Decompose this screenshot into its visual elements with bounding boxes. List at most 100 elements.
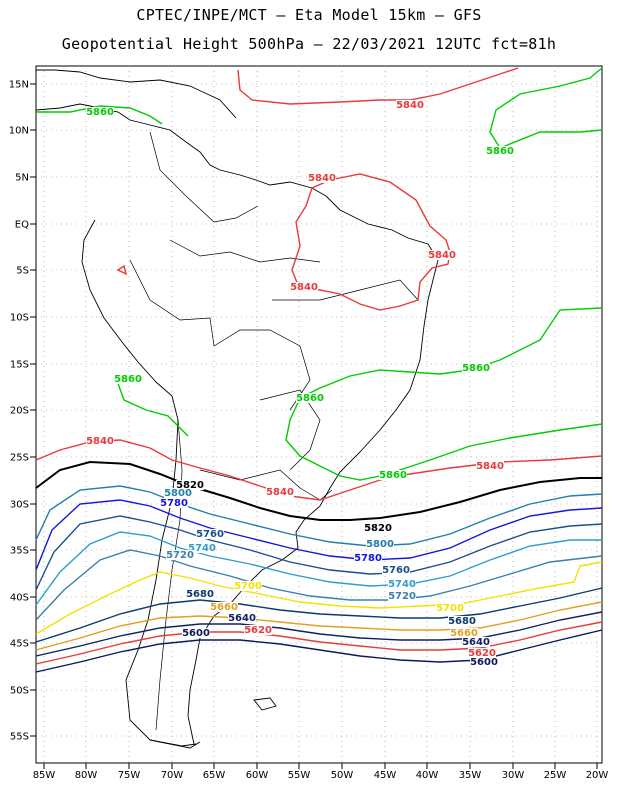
contour-5680 [35,587,603,643]
contour-label-bg [234,581,262,591]
lon-label: 70W [161,770,184,781]
contour-label-bg [436,603,464,613]
contour-label-bg [290,282,318,292]
contour-label: 5660 [450,628,478,639]
contour-5860 [36,105,163,125]
contour-label-bg [462,363,490,373]
contour-labels: 5860 5860 5860 5860 5860 5860 5840 5840 5840 5840… [86,100,514,668]
contour-label: 5740 [388,579,416,590]
lon-label: 35W [459,770,482,781]
lon-label: 85W [33,770,56,781]
lon-label: 75W [118,770,141,781]
contour-label: 5700 [436,603,464,614]
contour-label: 5800 [164,488,192,499]
falkland-islands [253,697,277,711]
contour-5640 [35,611,603,657]
lat-label: 35S [10,546,29,557]
contour-label: 5820 [176,480,204,491]
contour-label: 5620 [244,625,272,636]
contour-5620 [35,621,603,665]
lat-label: 10S [10,313,29,324]
lat-label: 25S [10,453,29,464]
contour-label-bg [86,436,114,446]
contour-label-bg [470,657,498,667]
contour-label: 5860 [486,146,514,157]
lat-label: 5S [16,266,29,277]
contour-label: 5800 [366,539,394,550]
contour-5820 [35,460,602,521]
contour-label-bg [428,250,456,260]
contour-label: 5840 [266,487,294,498]
lat-label: 30S [10,500,29,511]
lon-label: 25W [544,770,567,781]
contour-label-bg [164,488,192,498]
lon-label: 50W [331,770,354,781]
contour-label-bg [450,628,478,638]
lat-label: 45S [10,639,29,650]
contour-5740 [35,531,602,606]
contour-label: 5860 [379,470,407,481]
border-chile-argentina [155,419,183,731]
contour-label: 5680 [448,616,476,627]
contour-label-bg [476,461,504,471]
contour-label-bg [388,591,416,601]
lon-label: 30W [502,770,525,781]
contour-label-bg [114,374,142,384]
lat-label: 5N [15,173,29,184]
contour-5780 [35,499,603,571]
contour-label-bg [166,550,194,560]
contour-label: 5840 [86,436,114,447]
contour-label: 5860 [462,363,490,374]
contour-label-bg [388,579,416,589]
border-paraguay [259,389,321,471]
contour-label: 5720 [388,591,416,602]
border-colombia-venezuela [149,131,259,223]
contour-label-bg [354,553,382,563]
contour-label-bg [160,498,188,508]
contour-label-bg [382,565,410,575]
contour-label: 5660 [210,602,238,613]
contour-label-bg [176,480,204,490]
contour-label: 5860 [86,107,114,118]
contour-label: 5680 [186,589,214,600]
contour-5720 [35,549,603,621]
contour-label-bg [486,146,514,156]
contour-5860 [115,377,189,437]
lon-label: 55W [288,770,311,781]
contour-label: 5740 [188,543,216,554]
contour-label-bg [186,589,214,599]
border-peru-brazil [129,259,215,347]
contour-label: 5840 [290,282,318,293]
contour-5840 [291,173,451,311]
lon-label: 60W [246,770,269,781]
map-frame [35,65,603,764]
lat-label: 15N [9,80,29,91]
contour-label-bg [396,100,424,110]
contour-5700 [35,561,603,635]
contour-label: 5760 [196,529,224,540]
contour-label-bg [296,393,324,403]
contour-label: 5840 [428,250,456,261]
caribbean-coast-north [36,69,237,119]
border-brazil-north [169,239,321,263]
contour-label: 5840 [476,461,504,472]
contour-label-bg [364,523,392,533]
contour-label-bg [182,628,210,638]
contour-label-bg [379,470,407,480]
lon-label: 80W [75,770,98,781]
contour-label: 5640 [462,637,490,648]
contour-label: 5600 [182,628,210,639]
pacific-coast-south-america [81,219,197,747]
contour-label-bg [86,107,114,117]
border-bolivia [213,329,311,411]
lat-label: 50S [10,686,29,697]
contour-label: 5640 [228,613,256,624]
contour-label-bg [468,648,496,658]
contour-5840 [116,264,128,276]
longitude-labels: 85W 80W 75W 70W 65W 60W 55W 50W 45W 40W 35W 30W 25W 2… [33,763,608,781]
contour-label: 5840 [396,100,424,111]
lon-label: 65W [203,770,226,781]
lon-label: 45W [374,770,397,781]
contour-label-bg [462,637,490,647]
